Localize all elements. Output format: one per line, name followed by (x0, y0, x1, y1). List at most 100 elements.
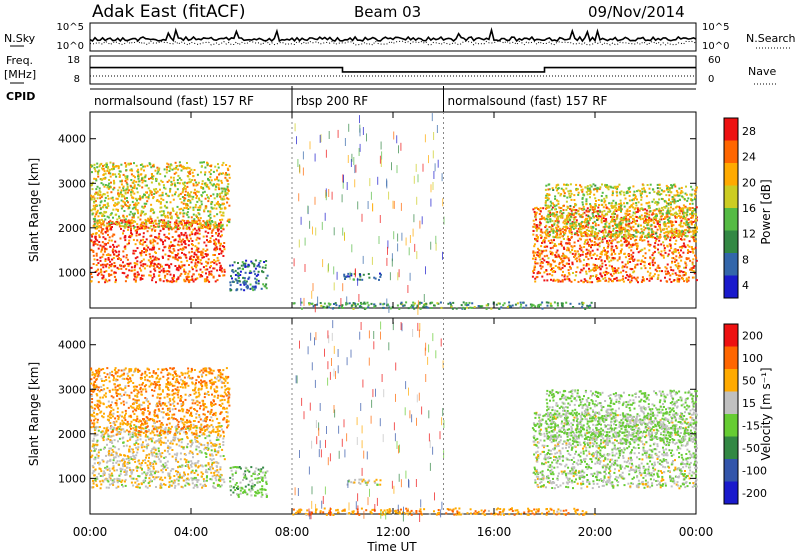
scatter-point (161, 255, 164, 258)
scatter-point (162, 256, 164, 259)
scatter-point (590, 185, 593, 188)
scatter-point (219, 219, 221, 221)
scatter-point (608, 239, 611, 242)
scatter-point (651, 200, 654, 203)
scatter-point (668, 278, 671, 281)
scatter-point (607, 243, 610, 246)
scatter-point (552, 231, 555, 234)
scatter-point (618, 230, 621, 233)
scatter-point (624, 263, 627, 266)
scatter-point (207, 200, 210, 203)
scatter-point (604, 264, 607, 267)
scatter-point (500, 306, 503, 309)
scatter-point (689, 230, 692, 233)
scatter-point (426, 306, 429, 309)
scatter-point (652, 218, 655, 221)
scatter-point (664, 236, 667, 239)
scatter-point (189, 237, 192, 240)
scatter-point (567, 239, 570, 242)
scatter-point (578, 222, 580, 225)
scatter-point (95, 264, 98, 266)
scatter-point (561, 279, 564, 282)
scatter-point (648, 213, 651, 216)
scatter-point (204, 253, 207, 255)
scatter-point (136, 210, 139, 213)
scatter-point (549, 247, 552, 250)
scatter-point (655, 232, 657, 235)
scatter-point (673, 248, 676, 251)
scatter-point (667, 221, 670, 224)
scatter-point (135, 486, 138, 488)
scatter-point (680, 208, 683, 211)
scatter-point (150, 181, 153, 184)
scatter-point (126, 258, 129, 261)
scatter-point (552, 189, 555, 191)
scatter-point (239, 274, 242, 276)
scatter-point (107, 438, 110, 441)
scatter-point (616, 259, 619, 262)
scatter-streak (380, 141, 382, 150)
scatter-point (547, 183, 550, 186)
scatter-point (693, 234, 696, 237)
scatter-point (619, 232, 622, 235)
scatter-point (138, 241, 141, 244)
scatter-point (219, 265, 222, 268)
scatter-streak (413, 175, 415, 184)
scatter-point (212, 275, 215, 278)
scatter-point (594, 207, 596, 210)
scatter-point (95, 227, 97, 230)
scatter-point (205, 265, 208, 267)
scatter-point (680, 270, 683, 273)
scatter-point (586, 193, 589, 196)
scatter-streak (342, 174, 344, 183)
scatter-point (675, 259, 678, 262)
scatter-point (654, 268, 657, 271)
scatter-point (565, 301, 568, 304)
scatter-point (583, 278, 586, 281)
scatter-point (559, 211, 562, 214)
scatter-point (223, 248, 226, 251)
scatter-point (154, 190, 157, 193)
scatter-point (640, 260, 643, 263)
scatter-point (665, 212, 668, 215)
scatter-point (629, 267, 632, 270)
scatter-point (117, 253, 120, 256)
scatter-point (148, 253, 151, 256)
scatter-point (546, 263, 549, 266)
scatter-streak (401, 232, 403, 241)
scatter-point (143, 251, 146, 254)
scatter-point (183, 186, 185, 189)
scatter-point (116, 218, 119, 221)
scatter-point (669, 236, 672, 239)
scatter-point (190, 247, 193, 250)
scatter-point (647, 243, 650, 246)
scatter-point (553, 205, 556, 208)
scatter-point (126, 178, 129, 181)
scatter-point (413, 307, 416, 310)
scatter-point (487, 304, 489, 307)
scatter-point (667, 270, 669, 273)
scatter-point (183, 207, 186, 209)
scatter-point (239, 270, 242, 273)
scatter-point (150, 264, 153, 267)
scatter-point (250, 260, 253, 263)
scatter-point (190, 216, 193, 219)
scatter-point (565, 209, 568, 211)
scatter-point (163, 205, 166, 208)
scatter-point (569, 205, 572, 207)
scatter-point (544, 226, 547, 229)
scatter-point (128, 213, 131, 216)
scatter-point (221, 245, 224, 248)
scatter-point (181, 196, 184, 198)
scatter-point (573, 194, 576, 197)
scatter-point (210, 206, 213, 209)
scatter-streak (425, 266, 426, 275)
scatter-point (559, 232, 562, 235)
scatter-point (219, 172, 222, 175)
scatter-point (620, 239, 623, 242)
scatter-point (218, 425, 221, 428)
scatter-point (229, 284, 232, 287)
scatter-point (244, 265, 247, 268)
scatter-point (214, 165, 217, 168)
scatter-point (257, 273, 260, 276)
